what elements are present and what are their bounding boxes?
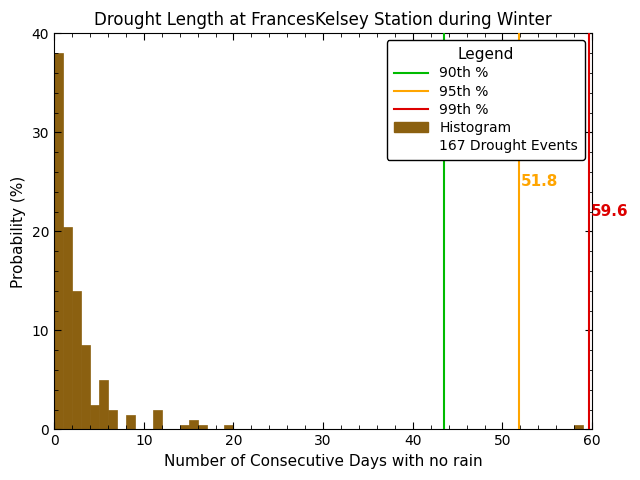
Text: 51.8: 51.8: [521, 174, 559, 190]
Bar: [198, 424, 207, 430]
Legend: 90th %, 95th %, 99th %, Histogram, 167 Drought Events: 90th %, 95th %, 99th %, Histogram, 167 D…: [387, 40, 585, 160]
Bar: [90, 405, 99, 430]
Bar: [574, 424, 583, 430]
Y-axis label: Probability (%): Probability (%): [11, 175, 26, 288]
Bar: [81, 345, 90, 430]
Bar: [180, 424, 189, 430]
Bar: [108, 409, 117, 430]
X-axis label: Number of Consecutive Days with no rain: Number of Consecutive Days with no rain: [164, 454, 483, 469]
Bar: [72, 291, 81, 430]
Bar: [126, 415, 135, 430]
Bar: [99, 380, 108, 430]
Bar: [54, 53, 63, 430]
Text: 43.5: 43.5: [447, 140, 484, 155]
Text: data on 25 Apr 2025: data on 25 Apr 2025: [447, 128, 540, 137]
Bar: [189, 420, 198, 430]
Bar: [225, 424, 234, 430]
Bar: [63, 227, 72, 430]
Text: 59.6: 59.6: [591, 204, 629, 219]
Title: Drought Length at FrancesKelsey Station during Winter: Drought Length at FrancesKelsey Station …: [94, 11, 552, 29]
Bar: [153, 409, 162, 430]
